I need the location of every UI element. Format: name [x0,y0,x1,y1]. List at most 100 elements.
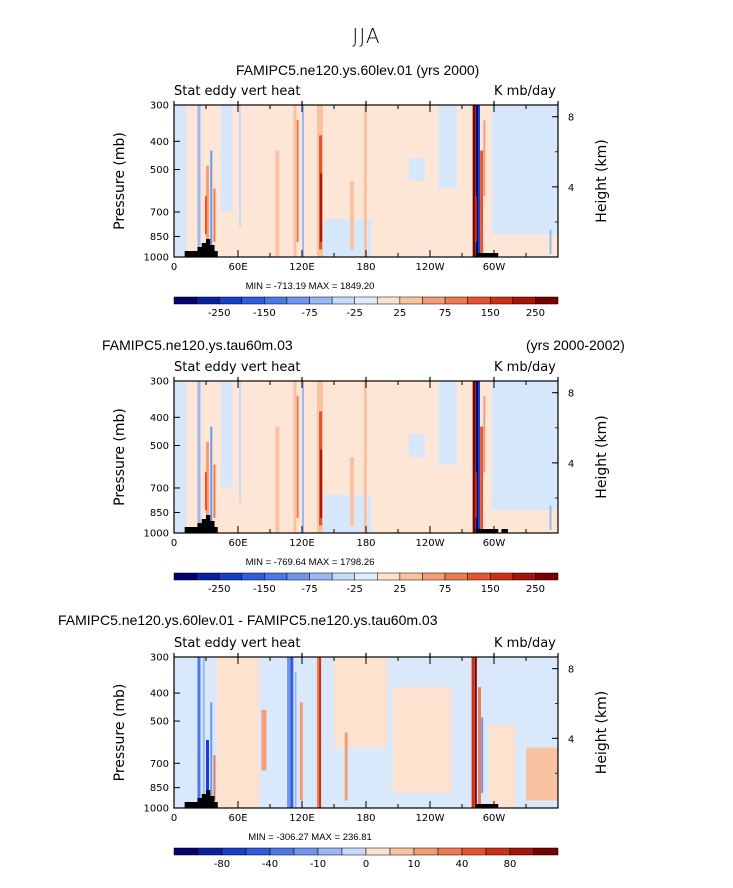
height-tick-label: 8 [568,389,574,400]
contour-column [474,472,477,518]
x-tick-label: 0 [171,538,177,549]
colorbar-swatch [341,847,367,856]
colorbar-swatch [173,296,197,305]
y-tick-label: 500 [150,441,169,452]
figure-title: JJA [352,24,381,48]
colorbar-swatch [196,296,220,305]
contour-column [275,426,280,533]
contour-column [483,120,486,197]
negative-region [491,105,558,235]
colorbar-swatch [422,572,446,581]
colorbar-swatch [354,572,378,581]
x-tick-label: 60E [228,538,247,549]
negative-region [323,219,372,257]
contour-column [197,381,201,533]
contour-column [475,381,479,533]
contour-column [206,165,209,257]
contour-column [478,381,480,533]
topography-andes [475,253,499,257]
colorbar-swatch [377,572,401,581]
y-tick-label: 850 [150,783,169,794]
x-tick-label: 0 [171,262,177,273]
colorbar-swatch [196,572,220,581]
pressure-axis-title: Pressure (mb) [112,132,128,230]
panel-3-title: FAMIPC5.ne120.ys.60lev.01 - FAMIPC5.ne12… [58,612,438,628]
colorbar-swatch [467,296,491,305]
contour-column [206,740,209,808]
x-tick-label: 180 [356,538,375,549]
colorbar-swatch [286,572,310,581]
y-tick-label: 1000 [144,804,169,815]
colorbar-label: -75 [301,308,317,319]
height-axis-title: Height (km) [594,691,610,774]
panel-2-min-max: MIN = -769.64 MAX = 1798.26 [245,557,375,568]
colorbar-label: 250 [526,584,545,595]
height-tick-label: 4 [568,183,574,194]
colorbar-label: 80 [504,859,517,870]
colorbar-label: 75 [439,584,452,595]
negative-region [491,381,558,511]
contour-column [204,196,207,235]
contour-column [213,464,216,518]
panel-3-min-max: MIN = -306.27 MAX = 236.81 [248,832,372,843]
colorbar-swatch [512,296,536,305]
colorbar-swatch [485,847,511,856]
colorbar-swatch [399,572,423,581]
contour-column [320,173,323,242]
colorbar-swatch [389,847,415,856]
panel-3-plot [173,653,559,809]
colorbar-label: 75 [439,308,452,319]
x-tick-label: 180 [356,813,375,824]
contour-column [287,657,291,808]
colorbar-swatch [331,296,355,305]
contour-column [302,381,304,533]
positive-region [334,657,388,748]
topography-andes [475,529,499,533]
panel-3-colorbar [173,847,559,856]
negative-region [408,434,425,457]
x-tick-label: 120E [289,813,314,824]
contour-column [210,150,213,257]
contour-column [239,381,242,503]
pressure-axis-title: Pressure (mb) [112,684,128,782]
colorbar-label: 10 [408,859,421,870]
colorbar-swatch [221,847,247,856]
y-tick-label: 700 [150,483,169,494]
colorbar-swatch [269,847,295,856]
x-tick-label: 60E [228,262,247,273]
contour-column [478,105,480,257]
colorbar-swatch [535,572,559,581]
contour-column [350,181,354,250]
contour-column [204,472,207,511]
panel-2-units-label: K mb/day [494,360,556,375]
contour-column [210,702,213,808]
contour-column [316,657,320,808]
contour-column [549,505,552,530]
contour-column [202,657,205,808]
colorbar-swatch [218,572,243,581]
contour-column [549,229,552,254]
colorbar-label: -250 [208,584,231,595]
colorbar-label: -80 [214,859,230,870]
pressure-axis-title: Pressure (mb) [112,408,128,506]
height-axis-title: Height (km) [594,139,610,222]
colorbar-label: -75 [301,584,317,595]
colorbar-swatch [444,296,468,305]
negative-region [174,105,187,257]
panel-1-min-max: MIN = -713.19 MAX = 1849.20 [245,281,375,292]
x-tick-label: 0 [171,813,177,824]
x-tick-label: 60E [228,813,247,824]
colorbar-swatch [533,847,559,856]
colorbar-swatch [317,847,343,856]
colorbar-swatch [264,572,288,581]
panel-2-title: FAMIPC5.ne120.ys.tau60m.03 [102,337,293,353]
y-tick-label: 1000 [144,529,169,540]
negative-region [438,105,457,189]
topography-africa [184,515,218,533]
colorbar-swatch [354,296,378,305]
contour-column [344,732,348,801]
colorbar-swatch [467,572,491,581]
positive-region [526,747,558,801]
colorbar-swatch [489,572,514,581]
contour-column [474,657,477,808]
